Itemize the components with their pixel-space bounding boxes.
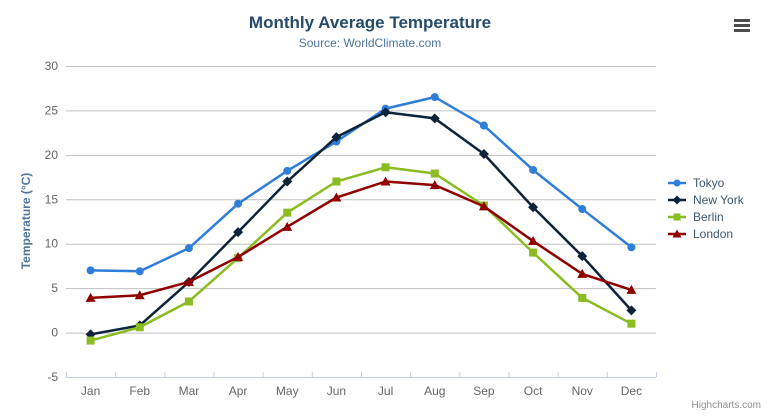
x-tick-label: Sep [473,384,495,398]
legend-marker-triangle-icon [668,229,686,238]
x-tick-label: Mar [179,384,200,398]
data-point[interactable] [184,297,193,306]
data-point[interactable] [672,195,682,205]
data-point[interactable] [86,266,95,275]
data-point[interactable] [283,208,292,217]
series-tokyo [86,93,636,276]
data-point[interactable] [430,169,439,178]
y-tick-label: 10 [45,237,59,251]
hamburger-menu-icon [733,18,751,32]
data-point[interactable] [233,227,244,238]
data-point[interactable] [673,213,681,221]
x-tick-label: Jan [81,384,100,398]
data-point[interactable] [528,236,539,246]
data-point[interactable] [183,276,194,286]
data-point[interactable] [429,180,440,190]
data-point[interactable] [578,293,587,302]
data-point[interactable] [626,305,637,316]
data-point[interactable] [381,163,390,172]
x-axis [66,372,657,378]
data-point[interactable] [529,165,538,174]
data-point[interactable] [283,166,292,175]
data-point[interactable] [184,244,193,253]
data-point[interactable] [672,229,682,238]
data-point[interactable] [479,121,488,130]
data-point[interactable] [86,336,95,345]
x-tick-label: Jun [327,384,346,398]
data-point[interactable] [233,252,244,262]
legend-label: London [693,227,734,241]
series-line-berlin [89,166,633,342]
y-tick-label: 15 [45,192,59,206]
data-point[interactable] [331,132,342,143]
data-point[interactable] [380,176,391,186]
data-point[interactable] [627,319,636,328]
legend-marker-diamond-icon [668,195,686,205]
series-london [85,176,637,302]
legend-item-tokyo[interactable]: Tokyo [668,175,744,191]
data-point[interactable] [529,248,538,257]
data-point[interactable] [627,243,636,252]
data-point[interactable] [528,202,539,213]
data-point[interactable] [282,176,293,187]
data-point[interactable] [430,93,439,102]
y-tick-label: 20 [45,148,59,162]
x-tick-label: Nov [572,384,593,398]
legend-marker-circle-icon [668,179,686,187]
data-point[interactable] [577,251,588,262]
data-point[interactable] [135,323,144,332]
x-tick-label: Oct [524,384,543,398]
legend-item-new-york[interactable]: New York [668,192,744,208]
y-axis-title: Temperature (°C) [19,172,33,270]
y-tick-label: -5 [47,370,58,384]
data-point[interactable] [234,199,243,208]
x-tick-label: Apr [229,384,248,398]
y-tick-label: 30 [45,59,59,73]
y-gridlines [66,66,656,334]
data-point[interactable] [478,148,489,159]
y-tick-label: 25 [45,103,59,117]
x-tick-label: Feb [129,384,150,398]
legend: Tokyo New York Berlin London [668,175,744,243]
data-point[interactable] [578,205,587,214]
data-point[interactable] [331,192,342,202]
series-line-new-york [89,110,633,336]
data-point[interactable] [478,201,489,211]
x-tick-label: Jul [378,384,393,398]
data-point[interactable] [282,221,293,231]
legend-label: Tokyo [693,176,725,190]
data-point[interactable] [429,113,440,124]
legend-label: New York [693,193,744,207]
y-tick-label: 5 [51,281,58,295]
legend-item-london[interactable]: London [668,226,744,242]
axis-labels: -5 0 5 10 15 20 25 30 Jan Feb Mar Apr May Jun Jul Aug Se… [45,59,642,398]
x-tick-label: Dec [621,384,642,398]
credits-link[interactable]: Highcharts.com [691,400,761,411]
data-point[interactable] [380,107,391,118]
page-title: Monthly Average Temperature [248,13,492,32]
x-tick-label: May [276,384,299,398]
x-tick-label: Aug [424,384,445,398]
chart-context-menu-button[interactable] [730,14,754,36]
legend-item-berlin[interactable]: Berlin [668,209,744,225]
legend-marker-square-icon [668,213,686,221]
series-new-york [85,107,637,340]
series-line-tokyo [89,95,633,273]
data-point[interactable] [134,290,145,300]
chart-subtitle: Source: WorldClimate.com [298,36,442,50]
legend-label: Berlin [693,210,724,224]
series-line-london [89,180,633,300]
data-point[interactable] [332,177,341,186]
data-point[interactable] [85,292,96,302]
data-point[interactable] [673,179,681,187]
y-tick-label: 0 [51,326,58,340]
data-point[interactable] [626,284,637,294]
data-point[interactable] [135,267,144,276]
data-point[interactable] [577,268,588,278]
